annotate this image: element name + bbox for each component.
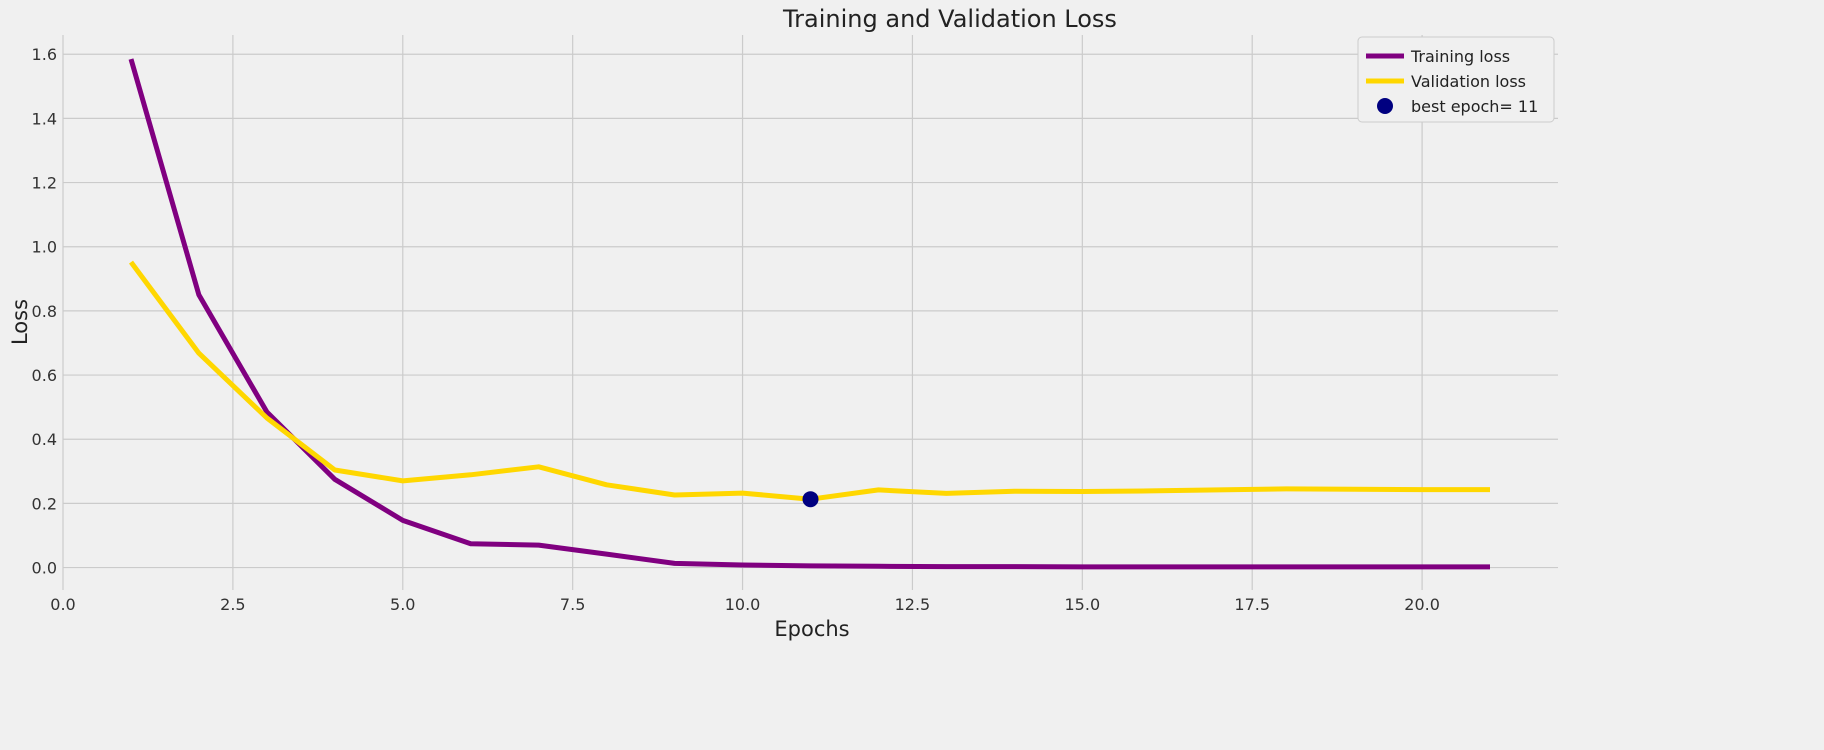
x-tick-label: 2.5 (220, 595, 245, 614)
y-tick-label: 0.4 (32, 430, 57, 449)
y-tick-label: 1.2 (32, 174, 57, 193)
y-tick-label: 0.6 (32, 366, 57, 385)
legend-label-best-epoch: best epoch= 11 (1411, 97, 1538, 116)
x-tick-label: 5.0 (390, 595, 415, 614)
y-tick-label: 0.2 (32, 494, 57, 513)
x-axis-title: Epochs (774, 617, 849, 641)
y-tick-labels: 0.0 0.2 0.4 0.6 0.8 1.0 1.2 1.4 1.6 (32, 45, 57, 577)
y-tick-label: 0.0 (32, 559, 57, 578)
training-loss-line (128, 58, 1490, 570)
x-tick-label: 10.0 (725, 595, 761, 614)
legend-best-epoch-marker (1377, 98, 1393, 114)
legend: Training loss Validation loss best epoch… (1357, 36, 1555, 123)
best-epoch-markers (802, 491, 819, 508)
y-tick-label: 1.6 (32, 45, 57, 64)
best-epoch-point (802, 491, 819, 508)
x-tick-label: 17.5 (1234, 595, 1270, 614)
legend-box (1357, 36, 1555, 123)
y-tick-label: 1.4 (32, 109, 57, 128)
x-tick-label: 20.0 (1404, 595, 1440, 614)
x-tick-label: 15.0 (1065, 595, 1101, 614)
legend-label-validation-loss: Validation loss (1411, 72, 1526, 91)
x-tick-labels: 0.0 2.5 5.0 7.5 10.0 12.5 15.0 17.5 20.0 (50, 595, 1440, 614)
chart-title: Training and Validation Loss (782, 5, 1117, 33)
y-tick-label: 0.8 (32, 302, 57, 321)
x-tick-label: 0.0 (50, 595, 75, 614)
x-tick-label: 12.5 (895, 595, 931, 614)
legend-label-training-loss: Training loss (1410, 47, 1510, 66)
y-tick-label: 1.0 (32, 238, 57, 257)
y-axis-title: Loss (8, 299, 32, 345)
x-tick-label: 7.5 (560, 595, 585, 614)
